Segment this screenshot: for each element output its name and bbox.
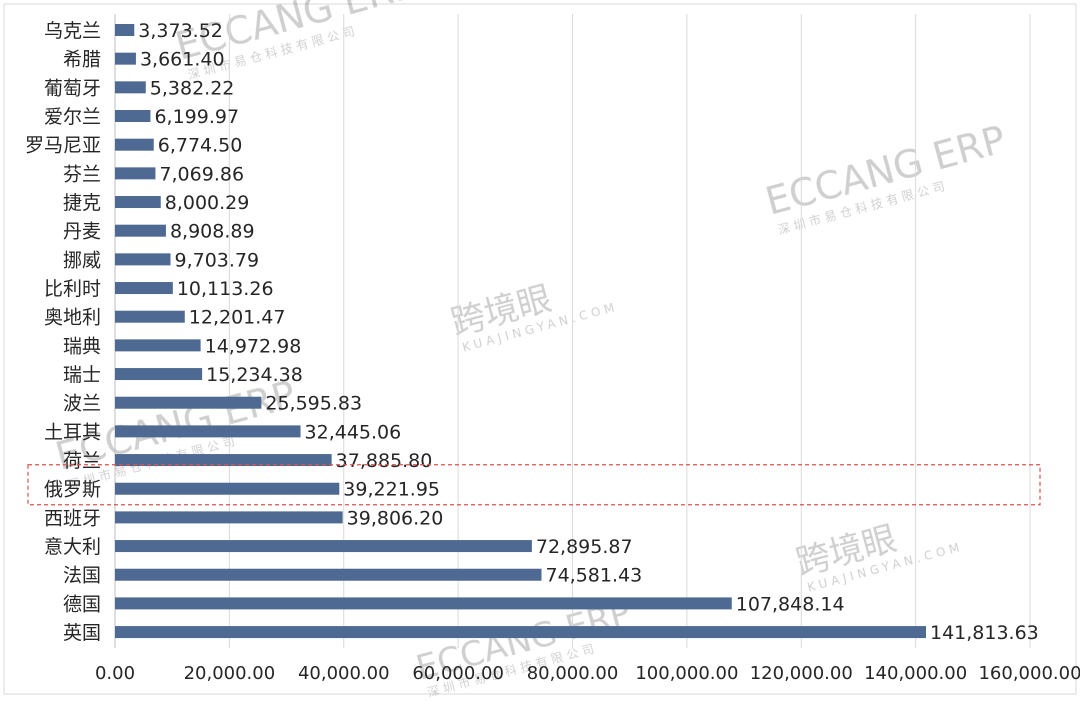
data-label: 32,445.06 (305, 421, 402, 443)
bar (115, 196, 161, 209)
data-label: 141,813.63 (930, 622, 1039, 644)
highlight-layer (27, 464, 1041, 506)
bar (115, 454, 332, 467)
data-label: 15,234.38 (206, 364, 303, 386)
category-label: 捷克 (63, 192, 101, 214)
data-label: 8,000.29 (165, 192, 250, 214)
category-label: 瑞典 (63, 335, 101, 357)
data-label: 5,382.22 (150, 77, 235, 99)
bar (115, 224, 166, 237)
x-axis-tick-labels: 0.00 20,000.00 40,000.00 60,000.00 80,000.00… (95, 663, 1080, 684)
category-label: 奥地利 (44, 307, 101, 329)
bar (115, 511, 343, 524)
data-label: 39,221.95 (343, 479, 440, 501)
bar (115, 396, 262, 409)
data-labels: 3,373.52 3,661.40 5,382.22 6,199.97 6,774.50… (138, 20, 1039, 644)
data-label: 10,113.26 (177, 278, 274, 300)
category-label: 罗马尼亚 (25, 135, 101, 157)
bar (115, 568, 542, 581)
category-label: 瑞士 (63, 364, 101, 386)
bar (115, 24, 135, 36)
x-tick-label: 0.00 (95, 663, 135, 684)
x-tick-label: 120,000.00 (750, 663, 853, 684)
x-tick-label: 100,000.00 (635, 663, 738, 684)
bar (115, 310, 185, 323)
category-label: 丹麦 (63, 221, 101, 243)
data-label: 39,806.20 (347, 507, 444, 529)
bar (115, 253, 171, 266)
data-label: 12,201.47 (189, 307, 286, 329)
data-label: 7,069.86 (159, 163, 244, 185)
bar (115, 138, 154, 151)
data-label: 74,581.43 (546, 565, 643, 587)
x-tick-label: 60,000.00 (412, 663, 504, 684)
category-label: 葡萄牙 (44, 77, 101, 99)
data-label: 3,661.40 (140, 49, 225, 71)
data-label: 6,199.97 (154, 106, 239, 128)
category-label: 芬兰 (63, 163, 101, 185)
data-label: 8,908.89 (170, 221, 255, 243)
category-label: 比利时 (44, 278, 101, 300)
x-tick-label: 40,000.00 (298, 663, 390, 684)
bar (115, 167, 156, 180)
category-label: 西班牙 (44, 507, 101, 529)
bar (115, 282, 173, 295)
bar (115, 540, 532, 553)
bar (115, 482, 340, 495)
data-label: 14,972.98 (205, 335, 302, 357)
bar (115, 339, 201, 352)
x-tick-label: 140,000.00 (864, 663, 967, 684)
bar (115, 425, 301, 438)
data-label: 72,895.87 (536, 536, 633, 558)
data-label: 25,595.83 (265, 393, 362, 415)
category-label: 荷兰 (63, 450, 101, 472)
highlight-box (27, 464, 1041, 506)
x-tick-label: 20,000.00 (184, 663, 276, 684)
category-label: 希腊 (63, 49, 101, 71)
bar (115, 52, 136, 65)
bar (115, 597, 732, 610)
bar (115, 110, 151, 123)
x-tick-label: 80,000.00 (527, 663, 619, 684)
category-label: 波兰 (63, 393, 101, 415)
category-label: 乌克兰 (44, 20, 101, 42)
category-label: 挪威 (63, 249, 101, 271)
bars (115, 24, 926, 639)
data-label: 37,885.80 (336, 450, 433, 472)
category-label: 土耳其 (44, 421, 101, 443)
bar (115, 626, 926, 639)
category-label: 爱尔兰 (44, 106, 101, 128)
data-label: 107,848.14 (736, 593, 845, 615)
category-label: 俄罗斯 (44, 479, 101, 501)
bar (115, 368, 203, 381)
category-label: 法国 (63, 565, 101, 587)
data-label: 6,774.50 (158, 135, 243, 157)
x-tick-label: 160,000.00 (978, 663, 1080, 684)
category-label: 意大利 (44, 536, 101, 558)
data-label: 9,703.79 (174, 249, 259, 271)
data-label: 3,373.52 (138, 20, 223, 42)
bar (115, 81, 146, 94)
category-axis-labels: 乌克兰希腊葡萄牙爱尔兰罗马尼亚芬兰捷克丹麦挪威比利时奥地利瑞典瑞士波兰土耳其荷兰… (25, 20, 101, 644)
category-label: 德国 (63, 593, 101, 615)
category-label: 英国 (63, 622, 101, 644)
